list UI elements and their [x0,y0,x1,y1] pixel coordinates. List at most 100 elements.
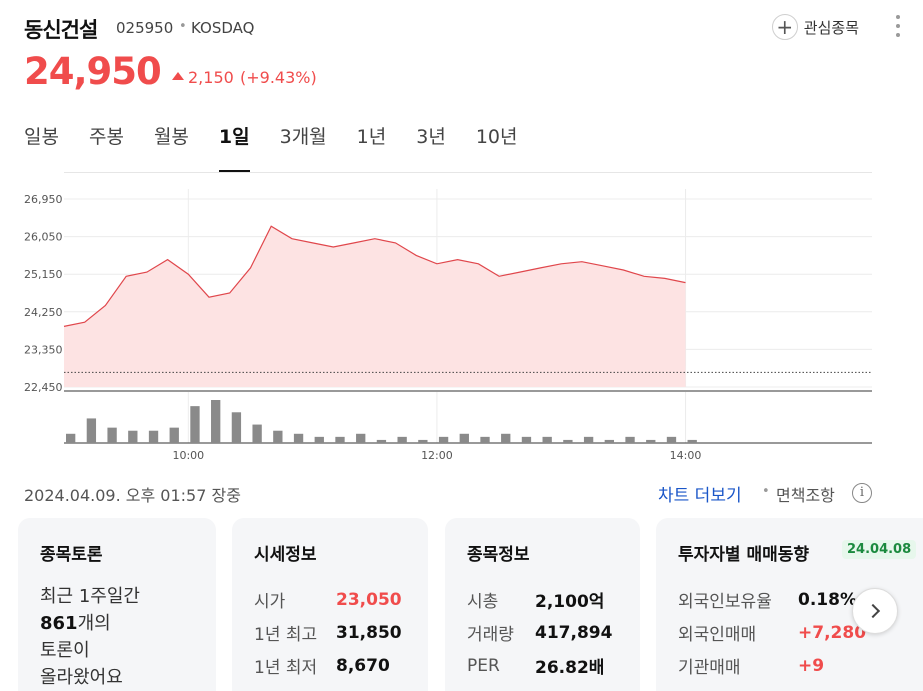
info-label: 시가 [254,592,286,612]
investor-trend-card[interactable]: 투자자별 매매동향 24.04.08 외국인보유율 0.18% 외국인매매 +7,28… [656,518,923,691]
tab-5[interactable]: 1년 [356,126,387,148]
volume-bar [646,439,656,443]
info-label: PER [467,655,500,676]
investor-rows: 외국인보유율 0.18% 외국인매매 +7,280 기관매매 +9 [678,583,901,682]
tab-6[interactable]: 3년 [416,126,446,148]
info-label: 외국인매매 [678,625,757,645]
tab-3[interactable]: 1일 [218,122,250,172]
stock-name[interactable]: 동신건설 [24,18,98,42]
info-value: 0.18% [798,589,857,610]
discussion-card[interactable]: 종목토론 최근 1주일간 861개의 토론이 올라왔어요 [18,518,216,691]
stock-info-card[interactable]: 종목정보 시총 2,100억 거래량 417,894 PER 26.82배 [445,518,640,691]
volume-bar [314,436,324,443]
volume-bar [583,436,594,443]
y-tick-label: 24,250 [24,306,63,319]
volume-bar [190,406,200,443]
volume-bar [687,439,697,443]
tab-7[interactable]: 10년 [475,126,518,148]
info-row: 거래량 417,894 [467,616,618,649]
discussion-count-line: 861개의 [40,610,194,637]
y-tick-label: 26,050 [24,231,63,244]
volume-bar [66,433,76,443]
info-label: 기관매매 [678,658,741,678]
volume-bar [397,436,407,443]
volume-bar [542,436,552,443]
price-timestamp: 2024.04.09. 오후 01:57 장중 [24,486,241,505]
add-watchlist-button[interactable]: + 관심종목 [771,14,859,40]
info-value: +7,280 [798,622,867,643]
volume-bar [666,436,677,443]
volume-bar [438,436,449,443]
discussion-line: 토론이 [40,640,90,661]
tab-2[interactable]: 월봉 [153,126,189,148]
info-value: 23,050 [336,589,402,610]
volume-bar [418,439,428,443]
discussion-summary: 최근 1주일간 861개의 토론이 올라왔어요 [40,583,194,691]
volume-bar [169,427,179,443]
x-tick-label: 12:00 [421,449,453,462]
discussion-count-suffix: 개의 [77,613,111,634]
tab-0[interactable]: 일봉 [24,126,59,148]
stock-header: 동신건설 025950 • KOSDAQ + 관심종목 [24,12,903,48]
plus-icon: + [771,14,798,40]
volume-bar [86,418,97,443]
info-value: 2,100억 [535,592,605,612]
tab-1[interactable]: 주봉 [88,126,124,148]
volume-bar [480,436,490,443]
card-title: 종목토론 [40,545,103,565]
volume-bar [521,436,532,443]
chevron-right-icon [865,603,881,619]
volume-bar [501,433,511,443]
x-tick-label: 10:00 [172,449,204,462]
y-tick-label: 25,150 [24,268,63,281]
volume-bar [211,400,221,443]
volume-bar [128,430,138,443]
market-info-rows: 시가 23,050 1년 최고 31,850 1년 최저 8,670 [254,583,406,682]
discussion-count: 861 [40,613,78,634]
price-change: 2,150 [188,68,234,87]
separator-dot: • [762,484,770,499]
chart-svg: 26,950 26,050 25,150 24,250 23,350 22,450 10:0… [24,172,872,462]
y-tick-label: 26,950 [24,193,63,206]
volume-bar [376,439,387,443]
date-badge: 24.04.08 [842,540,917,559]
disclaimer-link[interactable]: 면책조항 [776,486,835,505]
price-line [63,225,686,327]
next-card-button[interactable] [852,588,898,634]
volume-bar [231,412,242,443]
up-triangle-icon [172,72,184,80]
current-price: 24,950 [24,50,162,93]
tab-4[interactable]: 3개월 [279,126,327,148]
info-value: 31,850 [336,622,402,643]
chart-more-link[interactable]: 차트 더보기 [658,486,742,506]
info-row: 시총 2,100억 [467,583,618,616]
info-row: 외국인보유율 0.18% [678,583,901,616]
info-icon[interactable]: i [852,483,872,503]
discussion-line: 올라왔어요 [40,667,123,688]
volume-bar [148,430,159,443]
discussion-line: 최근 1주일간 [40,586,140,607]
volume-bar [293,433,304,443]
separator-dot: • [179,19,187,34]
y-tick-label: 22,450 [24,381,63,394]
volume-bar [604,439,614,443]
price-chart[interactable]: 26,950 26,050 25,150 24,250 23,350 22,450 10:0… [20,172,880,472]
volume-bar [625,436,635,443]
market-name: KOSDAQ [191,19,255,37]
more-options-icon[interactable] [893,15,903,37]
info-row: 1년 최저 8,670 [254,649,406,682]
info-value: 417,894 [535,622,613,643]
info-row: 외국인매매 +7,280 [678,616,901,649]
info-row: 기관매매 +9 [678,649,901,682]
info-label: 1년 최고 [254,625,318,645]
y-tick-label: 23,350 [24,343,63,356]
info-value: +9 [798,655,825,676]
info-label: 거래량 [467,625,514,645]
info-value: 26.82배 [535,658,605,678]
info-row: PER 26.82배 [467,649,618,682]
card-title: 투자자별 매매동향 [678,545,810,565]
market-info-card[interactable]: 시세정보 시가 23,050 1년 최고 31,850 1년 최저 8,670 [232,518,428,691]
volume-bar [107,427,117,443]
volume-bar [356,433,366,443]
info-value: 8,670 [336,655,390,676]
